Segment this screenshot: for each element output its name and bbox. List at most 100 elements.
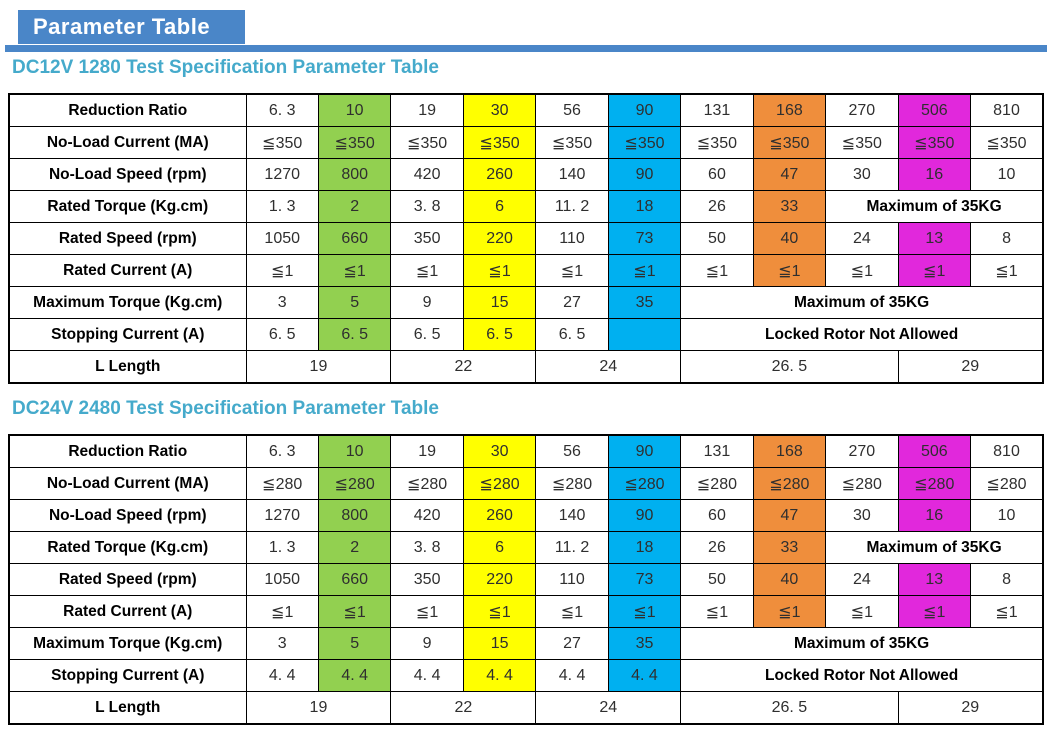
table-cell: 4. 4 bbox=[607, 659, 682, 692]
table-cell: 9 bbox=[390, 627, 464, 660]
table-cell: 3. 8 bbox=[390, 190, 464, 223]
table-cell: ≦1 bbox=[317, 254, 392, 287]
table-cell: ≦1 bbox=[390, 254, 464, 287]
table-cell: 16 bbox=[897, 499, 972, 532]
row-label: L Length bbox=[8, 350, 247, 384]
table-cell: 810 bbox=[970, 434, 1044, 468]
table-cell: 6. 5 bbox=[317, 318, 392, 351]
table-cell: 11. 2 bbox=[535, 190, 609, 223]
table-cell: 13 bbox=[897, 563, 972, 596]
table-cell: 50 bbox=[680, 222, 754, 255]
table-cell: 73 bbox=[607, 222, 682, 255]
table-cell: Maximum of 35KG bbox=[825, 531, 1044, 564]
spec-table: Reduction Ratio 6. 3 10 19 30 56 90 131 168 270 50… bbox=[8, 434, 1044, 725]
table-cell: 6 bbox=[462, 531, 537, 564]
table-cell: 10 bbox=[970, 499, 1044, 532]
table-cell: ≦1 bbox=[680, 595, 754, 628]
table-cell: Maximum of 35KG bbox=[680, 286, 1044, 319]
table-cell: ≦280 bbox=[752, 467, 827, 500]
table-cell: 29 bbox=[897, 350, 1044, 384]
table-row: Stopping Current (A) 4. 4 4. 4 4. 4 4. 4 4. 4… bbox=[8, 659, 1044, 692]
row-label: Reduction Ratio bbox=[8, 93, 247, 127]
table-cell: 5 bbox=[317, 286, 392, 319]
row-label: Rated Speed (rpm) bbox=[8, 222, 247, 255]
table-cell: 110 bbox=[535, 563, 609, 596]
row-label: Rated Speed (rpm) bbox=[8, 563, 247, 596]
table-cell: 350 bbox=[390, 222, 464, 255]
table-cell: 168 bbox=[752, 434, 827, 468]
table-cell: 1. 3 bbox=[245, 531, 319, 564]
table-cell: 56 bbox=[535, 93, 609, 127]
table-cell: Maximum of 35KG bbox=[825, 190, 1044, 223]
table-cell: 6. 5 bbox=[245, 318, 319, 351]
table-cell: 1050 bbox=[245, 563, 319, 596]
table-cell: 33 bbox=[752, 190, 827, 223]
table-cell: 350 bbox=[390, 563, 464, 596]
table-cell: ≦350 bbox=[535, 126, 609, 159]
table-cell: ≦280 bbox=[535, 467, 609, 500]
row-label: No-Load Speed (rpm) bbox=[8, 499, 247, 532]
table-cell: ≦350 bbox=[462, 126, 537, 159]
table-cell: ≦280 bbox=[825, 467, 899, 500]
table-cell: ≦350 bbox=[245, 126, 319, 159]
table-cell: 90 bbox=[607, 434, 682, 468]
table-cell: ≦1 bbox=[897, 254, 972, 287]
table-cell: ≦350 bbox=[752, 126, 827, 159]
table-cell: ≦1 bbox=[825, 254, 899, 287]
table-cell: Locked Rotor Not Allowed bbox=[680, 659, 1044, 692]
table-cell: 24 bbox=[535, 691, 682, 725]
table-cell: ≦1 bbox=[607, 595, 682, 628]
table-cell: 90 bbox=[607, 93, 682, 127]
table-cell: 660 bbox=[317, 563, 392, 596]
table-cell: Locked Rotor Not Allowed bbox=[680, 318, 1044, 351]
table-cell: ≦350 bbox=[390, 126, 464, 159]
table-cell: 506 bbox=[897, 434, 972, 468]
row-label: Rated Torque (Kg.cm) bbox=[8, 531, 247, 564]
table-cell: 60 bbox=[680, 158, 754, 191]
table-row: No-Load Speed (rpm) 1270 800 420 260 140 90 60 4… bbox=[8, 158, 1044, 191]
table-cell: 26. 5 bbox=[680, 350, 899, 384]
table-row: Rated Torque (Kg.cm) 1. 3 2 3. 8 6 11. 2 18 26 3… bbox=[8, 531, 1044, 564]
table-cell: ≦1 bbox=[970, 595, 1044, 628]
table-cell: 30 bbox=[825, 499, 899, 532]
table-row: No-Load Speed (rpm) 1270 800 420 260 140 90 60 4… bbox=[8, 499, 1044, 532]
table-cell: 3 bbox=[245, 627, 319, 660]
table-cell: ≦350 bbox=[607, 126, 682, 159]
table-cell: 18 bbox=[607, 531, 682, 564]
table-cell: ≦1 bbox=[825, 595, 899, 628]
row-label: No-Load Current (MA) bbox=[8, 126, 247, 159]
table-cell: 800 bbox=[317, 499, 392, 532]
row-label: Rated Torque (Kg.cm) bbox=[8, 190, 247, 223]
dc24v-parameter-table: Reduction Ratio 6. 3 10 19 30 56 90 131 168 270 50… bbox=[8, 434, 1044, 725]
table-cell: ≦1 bbox=[897, 595, 972, 628]
table-cell: ≦1 bbox=[535, 595, 609, 628]
table-cell: 19 bbox=[390, 434, 464, 468]
table-cell: 29 bbox=[897, 691, 1044, 725]
table-cell: 4. 4 bbox=[535, 659, 609, 692]
table-cell: 140 bbox=[535, 499, 609, 532]
table-row: No-Load Current (MA) ≦280 ≦280 ≦280 ≦280 ≦280… bbox=[8, 467, 1044, 500]
table-cell: Maximum of 35KG bbox=[680, 627, 1044, 660]
row-label: Stopping Current (A) bbox=[8, 318, 247, 351]
table-cell: ≦1 bbox=[752, 595, 827, 628]
table-cell bbox=[607, 318, 682, 351]
row-label: No-Load Speed (rpm) bbox=[8, 158, 247, 191]
table-cell: ≦1 bbox=[970, 254, 1044, 287]
table-cell: ≦280 bbox=[390, 467, 464, 500]
table-cell: 810 bbox=[970, 93, 1044, 127]
table-cell: 35 bbox=[607, 627, 682, 660]
table-cell: 90 bbox=[607, 158, 682, 191]
table-cell: ≦350 bbox=[897, 126, 972, 159]
row-label: Rated Current (A) bbox=[8, 595, 247, 628]
table-cell: 30 bbox=[462, 434, 537, 468]
table-cell: 8 bbox=[970, 563, 1044, 596]
table-cell: 19 bbox=[245, 691, 392, 725]
table-cell: 6. 3 bbox=[245, 93, 319, 127]
table-cell: ≦280 bbox=[462, 467, 537, 500]
table-cell: ≦280 bbox=[680, 467, 754, 500]
table-cell: 260 bbox=[462, 499, 537, 532]
table-cell: 47 bbox=[752, 499, 827, 532]
table-cell: 4. 4 bbox=[462, 659, 537, 692]
section-title-dc12v: DC12V 1280 Test Specification Parameter … bbox=[12, 57, 439, 78]
